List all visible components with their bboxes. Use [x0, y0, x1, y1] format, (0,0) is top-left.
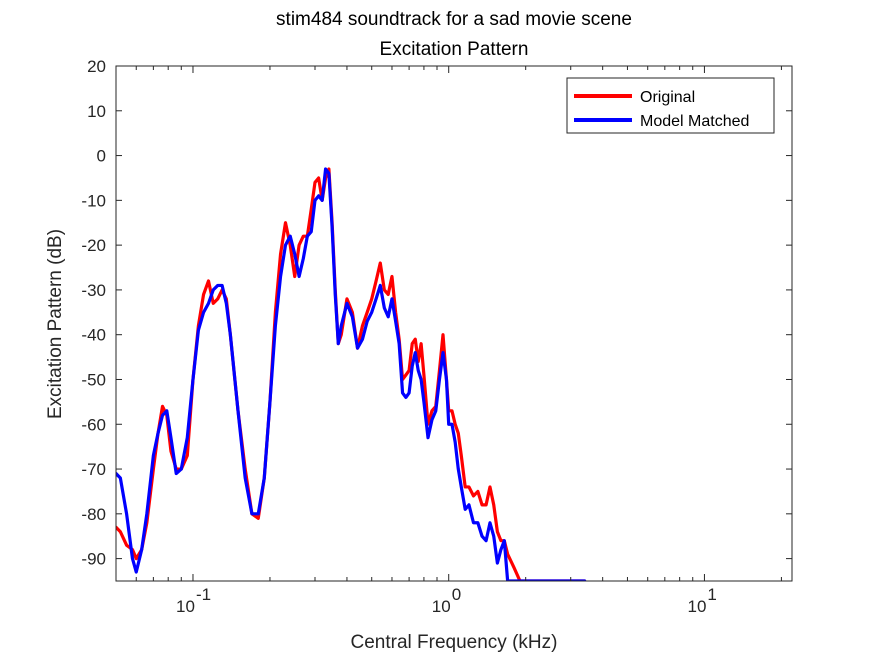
y-tick-label: -10 [81, 191, 106, 210]
x-tick-label-exponent: 1 [707, 585, 716, 604]
y-tick-label: -60 [81, 415, 106, 434]
x-tick-label: 10 [688, 597, 707, 616]
y-axis-label: Excitation Pattern (dB) [45, 229, 66, 419]
chart-title: stim484 soundtrack for a sad movie scene [276, 9, 632, 30]
y-tick-label: -80 [81, 505, 106, 524]
x-tick-label-exponent: 0 [452, 585, 461, 604]
chart-subtitle: Excitation Pattern [380, 39, 529, 60]
x-tick-label: 10 [432, 597, 451, 616]
axis-ticks: 20100-10-20-30-40-50-60-70-80-9010-11001… [81, 57, 792, 616]
y-tick-label: 20 [87, 57, 106, 76]
y-tick-label: 10 [87, 102, 106, 121]
plot-area [116, 66, 792, 581]
legend-label-original: Original [640, 89, 695, 106]
y-tick-label: -70 [81, 460, 106, 479]
x-tick-label-exponent: -1 [196, 585, 211, 604]
series-line-model-matched [116, 167, 587, 581]
y-tick-label: -40 [81, 326, 106, 345]
y-tick-label: -30 [81, 281, 106, 300]
y-tick-label: -20 [81, 236, 106, 255]
legend: Original Model Matched [566, 77, 775, 134]
x-axis-label: Central Frequency (kHz) [351, 632, 558, 653]
x-tick-label: 10 [176, 597, 195, 616]
y-tick-label: -90 [81, 550, 106, 569]
series-layer [116, 167, 587, 581]
legend-label-model-matched: Model Matched [640, 113, 749, 130]
y-tick-label: 0 [97, 147, 106, 166]
y-tick-label: -50 [81, 370, 106, 389]
plot-frame [115, 65, 793, 582]
legend-box [566, 77, 775, 134]
